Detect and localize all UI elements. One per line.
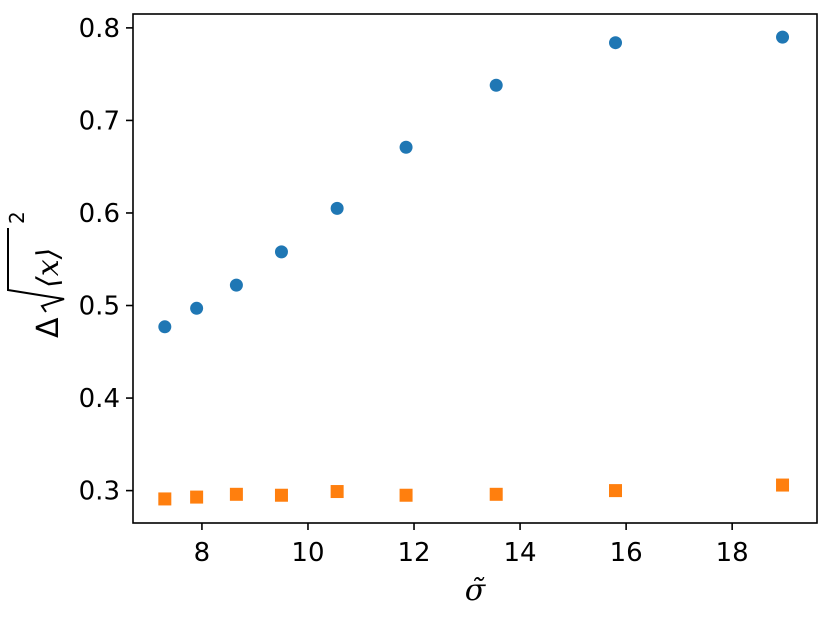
x-tick-label: 16 bbox=[610, 538, 643, 568]
data-point-circle bbox=[229, 278, 243, 292]
data-point-square bbox=[229, 487, 243, 501]
data-point-square bbox=[776, 478, 790, 492]
y-tick-label: 0.7 bbox=[79, 106, 120, 136]
data-point-circle bbox=[190, 301, 204, 315]
y-tick-label: 0.6 bbox=[79, 199, 120, 229]
series-1 bbox=[158, 30, 790, 334]
y-axis-ticks: 0.3 0.4 0.5 0.6 0.7 0.8 bbox=[79, 14, 133, 507]
data-point-square bbox=[158, 492, 172, 506]
y-tick-label: 0.3 bbox=[79, 477, 120, 507]
y-axis-label-prefix: Δ bbox=[31, 317, 66, 338]
data-point-circle bbox=[158, 320, 172, 334]
y-axis-label-radicand: ⟨x⟩ bbox=[31, 248, 66, 288]
data-point-circle bbox=[330, 201, 344, 215]
data-point-circle bbox=[776, 30, 790, 44]
y-axis-label-radical bbox=[7, 228, 65, 313]
data-point-circle bbox=[274, 245, 288, 259]
plot-frame bbox=[132, 13, 818, 524]
x-tick-label: 8 bbox=[194, 538, 211, 568]
data-point-circle bbox=[399, 140, 413, 154]
y-tick-label: 0.4 bbox=[79, 384, 120, 414]
x-tick-label: 10 bbox=[291, 538, 324, 568]
y-axis-label-superscript: 2 bbox=[5, 211, 29, 224]
data-point-square bbox=[274, 488, 288, 502]
y-tick-label: 0.5 bbox=[79, 292, 120, 322]
x-axis-label: σ̃ bbox=[465, 573, 487, 608]
x-tick-label: 14 bbox=[504, 538, 537, 568]
series-layer bbox=[158, 30, 790, 506]
data-point-square bbox=[609, 484, 623, 498]
y-tick-label: 0.8 bbox=[79, 14, 120, 44]
data-point-square bbox=[399, 488, 413, 502]
x-axis-ticks: 8 10 12 14 16 18 bbox=[194, 523, 749, 568]
data-point-square bbox=[190, 490, 204, 504]
data-point-square bbox=[489, 487, 503, 501]
y-axis-label: Δ ⟨x⟩ 2 bbox=[5, 211, 66, 338]
data-point-circle bbox=[489, 78, 503, 92]
x-tick-label: 18 bbox=[716, 538, 749, 568]
series-2 bbox=[158, 478, 790, 506]
data-point-circle bbox=[609, 36, 623, 50]
plot-area: 8 10 12 14 16 18 0.3 0.4 0.5 0.6 0.7 0.8 bbox=[79, 13, 818, 568]
data-point-square bbox=[330, 485, 344, 499]
x-tick-label: 12 bbox=[397, 538, 430, 568]
